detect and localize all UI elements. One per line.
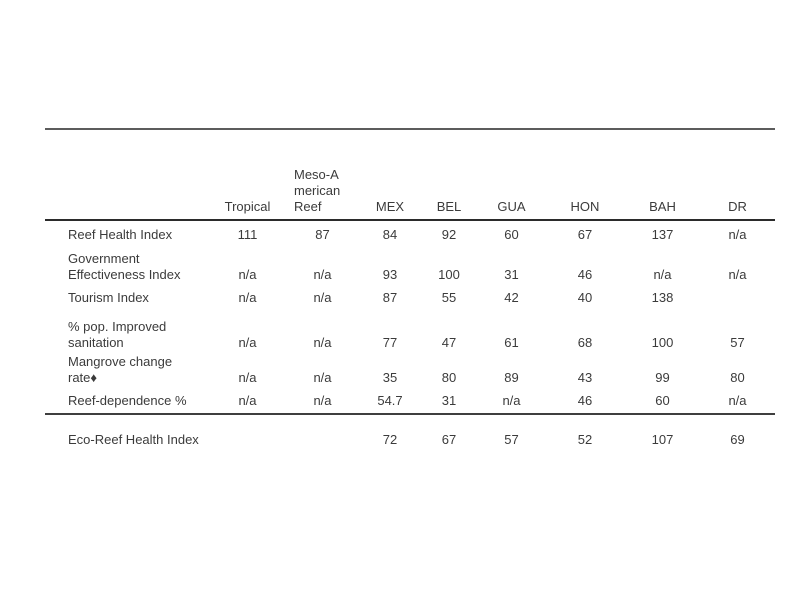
table-row-reef-health-index: Reef Health Index 111 87 84 92 60 67 137 n/a: [45, 220, 775, 250]
column-header-label: MEX: [375, 199, 405, 214]
row-label: % pop. Improved sanitation: [68, 319, 167, 350]
table-row-eco-reef-health-index: Eco-Reef Health Index 72 67 57 52 107 69: [45, 414, 775, 452]
table-cell: [700, 288, 775, 313]
table-cell: 100: [438, 267, 460, 282]
table-cell: 67: [441, 432, 457, 447]
column-header-gua: GUA: [478, 129, 545, 221]
table-cell: 61: [504, 335, 519, 350]
table-cell: 46: [577, 267, 593, 282]
table-cell: 92: [441, 227, 457, 242]
table-cell: n/a: [238, 370, 257, 385]
table-cell: 67: [577, 227, 593, 242]
table-header: Tropical Meso-American Reef MEX BEL GUA HON BA…: [45, 129, 775, 221]
table-cell: 43: [577, 370, 593, 385]
column-header-bah: BAH: [625, 129, 700, 221]
row-label: Mangrove change rate♦: [68, 354, 173, 385]
table-cell: 54.7: [360, 391, 420, 415]
column-header-label: BAH: [649, 199, 676, 214]
table-cell: 31: [420, 391, 478, 415]
table-cell: 60: [625, 391, 700, 415]
table-cell: n/a: [728, 227, 747, 242]
table-cell: 80: [441, 370, 457, 385]
table-row-pop-improved-sanitation: % pop. Improved sanitation n/a n/a 77 47 61 68…: [45, 313, 775, 354]
table-cell: [210, 414, 285, 452]
table-cell: n/a: [478, 391, 545, 415]
table-cell: n/a: [238, 267, 257, 282]
table-cell: 35: [382, 370, 398, 385]
table-cell: 84: [382, 227, 398, 242]
table-cell: n/a: [653, 267, 672, 282]
table-cell: 40: [577, 290, 593, 305]
table-cell: 107: [651, 432, 674, 447]
table-cell: 57: [504, 432, 519, 447]
table-cell: 60: [504, 227, 519, 242]
column-header-mex: MEX: [360, 129, 420, 221]
table-row-mangrove-change-rate: Mangrove change rate♦ n/a n/a 35 80 89 43 99 80: [45, 354, 775, 391]
table-cell: n/a: [210, 391, 285, 415]
column-header-dr: DR: [700, 129, 775, 221]
column-header-meso-american-reef: Meso-American Reef: [285, 129, 360, 221]
table-row-tourism-index: Tourism Index n/a n/a 87 55 42 40 138: [45, 288, 775, 313]
column-header-bel: BEL: [420, 129, 478, 221]
column-header-blank: [45, 129, 210, 221]
column-header-label: DR: [728, 199, 747, 214]
column-header-tropical: Tropical: [210, 129, 285, 221]
column-header-label: BEL: [436, 199, 462, 214]
table-cell: 87: [315, 227, 330, 242]
table-cell: 87: [382, 290, 398, 305]
row-label: Tourism Index: [68, 290, 149, 305]
table-cell: n/a: [313, 335, 332, 350]
table-cell: 100: [651, 335, 674, 350]
table-cell: n/a: [313, 290, 332, 305]
table-cell: 111: [237, 227, 258, 242]
table-cell: 69: [730, 432, 745, 447]
table-cell: n/a: [238, 335, 257, 350]
table-cell: 72: [382, 432, 398, 447]
column-header-hon: HON: [545, 129, 625, 221]
table-cell: 31: [504, 267, 519, 282]
table-cell: 57: [730, 335, 745, 350]
table-cell: 46: [545, 391, 625, 415]
table-cell: 42: [504, 290, 519, 305]
table-cell: 99: [655, 370, 670, 385]
table-cell: 52: [577, 432, 593, 447]
table-cell: 47: [441, 335, 457, 350]
table-cell: n/a: [728, 267, 747, 282]
table-cell: 93: [382, 267, 398, 282]
table-row-reef-dependence: Reef-dependence % n/a n/a 54.7 31 n/a 46 60 n/a: [45, 391, 775, 415]
column-header-label: Tropical: [224, 199, 271, 214]
table-cell: n/a: [313, 370, 332, 385]
table-cell: 68: [577, 335, 593, 350]
row-label: Reef-dependence %: [45, 391, 210, 415]
table-cell: 89: [504, 370, 519, 385]
table-cell: 55: [441, 290, 457, 305]
table-cell: 77: [382, 335, 398, 350]
row-label: Eco-Reef Health Index: [68, 432, 199, 447]
column-header-label: HON: [570, 199, 600, 214]
table-cell: n/a: [313, 267, 332, 282]
row-label: Government Effectiveness Index: [68, 251, 181, 282]
table-cell: n/a: [238, 290, 257, 305]
table-body: Reef Health Index 111 87 84 92 60 67 137 n/a Gove…: [45, 220, 775, 452]
column-header-label: GUA: [497, 199, 526, 214]
table-cell: n/a: [700, 391, 775, 415]
table-cell: 80: [730, 370, 745, 385]
column-header-label: Meso-American Reef: [294, 167, 341, 214]
reef-indices-table: Tropical Meso-American Reef MEX BEL GUA HON BA…: [45, 128, 775, 452]
table-row-government-effectiveness-index: Government Effectiveness Index n/a n/a 93 10…: [45, 250, 775, 288]
table-cell: 137: [651, 227, 674, 242]
table-cell: 138: [651, 290, 674, 305]
header-row: Tropical Meso-American Reef MEX BEL GUA HON BA…: [45, 129, 775, 221]
row-label: Reef Health Index: [68, 227, 173, 242]
table-cell: n/a: [285, 391, 360, 415]
table-cell: [285, 414, 360, 452]
